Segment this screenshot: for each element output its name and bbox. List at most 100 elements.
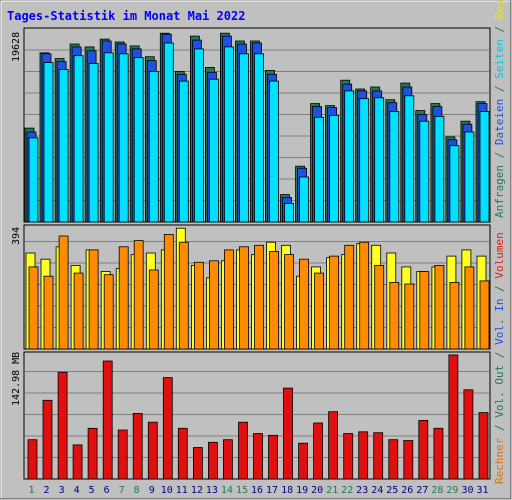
bar-volumen-day-14 bbox=[222, 439, 233, 480]
bar-seiten-day-25 bbox=[389, 111, 400, 223]
bar-volumen-day-30 bbox=[463, 389, 474, 480]
bar-volumen-day-7 bbox=[117, 429, 128, 480]
bar-rechner-day-18 bbox=[284, 254, 294, 350]
day-label-12: 12 bbox=[191, 485, 203, 496]
bar-seiten-day-5 bbox=[88, 63, 99, 223]
day-label-19: 19 bbox=[296, 485, 308, 496]
day-label-25: 25 bbox=[386, 485, 398, 496]
bar-volumen-day-18 bbox=[283, 387, 293, 480]
bar-rechner-day-9 bbox=[148, 269, 159, 350]
bar-seiten-day-21 bbox=[329, 115, 340, 223]
legend-part-2: Dateien bbox=[493, 99, 506, 145]
bar-rechner-day-24 bbox=[374, 264, 385, 350]
bar-rechner-day-8 bbox=[133, 240, 144, 350]
day-label-18: 18 bbox=[281, 485, 293, 496]
bar-rechner-day-20 bbox=[314, 272, 325, 350]
bar-rechner-day-17 bbox=[269, 251, 279, 350]
day-label-28: 28 bbox=[431, 485, 443, 496]
legend-part-4: Seiten bbox=[493, 39, 506, 79]
bar-seiten-day-19 bbox=[299, 176, 310, 223]
bar-rechner-day-13 bbox=[208, 260, 219, 350]
legend-part-5: / bbox=[493, 279, 506, 299]
bar-volumen-day-22 bbox=[343, 433, 354, 480]
day-label-21: 21 bbox=[326, 485, 338, 496]
bar-rechner-day-26 bbox=[404, 283, 415, 350]
bar-rechner-day-30 bbox=[464, 266, 475, 350]
day-label-16: 16 bbox=[251, 485, 263, 496]
legend-part-6: Besuche bbox=[493, 0, 506, 19]
day-label-6: 6 bbox=[104, 485, 110, 496]
bar-seiten-day-23 bbox=[359, 98, 370, 223]
day-label-8: 8 bbox=[134, 485, 140, 496]
bar-volumen-day-27 bbox=[418, 419, 429, 480]
bar-volumen-day-23 bbox=[358, 431, 369, 480]
bar-seiten-day-24 bbox=[374, 97, 385, 223]
legend-part-5: / bbox=[493, 19, 506, 39]
bar-rechner-day-25 bbox=[389, 281, 400, 350]
bars bbox=[24, 32, 490, 480]
day-label-15: 15 bbox=[236, 485, 248, 496]
bottom-panel-max-label: 142.98 MB bbox=[11, 352, 22, 406]
legend-part-3: / bbox=[493, 79, 506, 99]
legend-part-0: Rechner bbox=[493, 437, 506, 484]
bar-rechner-day-14 bbox=[223, 249, 234, 350]
bar-seiten-day-31 bbox=[479, 111, 490, 223]
bar-rechner-day-3 bbox=[58, 235, 69, 350]
bar-rechner-day-1 bbox=[28, 266, 39, 350]
legend-part-1: / bbox=[493, 418, 506, 438]
bar-rechner-day-7 bbox=[118, 246, 129, 350]
bar-seiten-day-18 bbox=[284, 202, 294, 223]
day-label-9: 9 bbox=[149, 485, 155, 496]
bar-seiten-day-3 bbox=[58, 69, 69, 223]
bar-volumen-day-12 bbox=[192, 447, 203, 480]
bar-seiten-day-22 bbox=[344, 90, 355, 223]
bar-rechner-day-23 bbox=[359, 241, 370, 350]
day-label-7: 7 bbox=[119, 485, 125, 496]
bar-volumen-day-9 bbox=[147, 421, 158, 480]
bar-seiten-day-30 bbox=[464, 131, 475, 223]
legend-requests-visits: Anfragen / Dateien / Seiten / Besuche bbox=[493, 0, 506, 218]
bar-rechner-day-5 bbox=[88, 249, 99, 350]
bar-seiten-day-26 bbox=[404, 95, 415, 223]
bar-seiten-day-17 bbox=[269, 80, 279, 223]
bar-volumen-day-11 bbox=[177, 427, 188, 480]
day-label-31: 31 bbox=[476, 485, 488, 496]
day-label-17: 17 bbox=[266, 485, 278, 496]
bar-seiten-day-6 bbox=[103, 52, 114, 223]
bar-seiten-day-15 bbox=[239, 53, 249, 223]
bar-seiten-day-10 bbox=[163, 42, 174, 223]
bar-volumen-day-13 bbox=[207, 441, 218, 480]
legend-part-3: / bbox=[493, 345, 506, 365]
bar-volumen-day-28 bbox=[433, 427, 444, 480]
bar-volumen-day-3 bbox=[57, 371, 68, 480]
bar-volumen-day-21 bbox=[328, 411, 339, 480]
bar-seiten-day-4 bbox=[73, 55, 84, 223]
legend-part-2: Vol. Out bbox=[493, 365, 506, 418]
day-label-30: 30 bbox=[461, 485, 473, 496]
bar-rechner-day-6 bbox=[103, 274, 114, 350]
bar-volumen-day-26 bbox=[403, 440, 414, 480]
bar-rechner-day-4 bbox=[73, 272, 84, 350]
bar-seiten-day-9 bbox=[148, 71, 159, 223]
day-label-20: 20 bbox=[311, 485, 323, 496]
bar-seiten-day-14 bbox=[223, 46, 234, 223]
bar-rechner-day-19 bbox=[299, 258, 310, 350]
bar-seiten-day-7 bbox=[118, 53, 129, 223]
legend-part-4: Vol. In bbox=[493, 299, 506, 345]
bar-rechner-day-16 bbox=[254, 244, 264, 350]
bar-seiten-day-29 bbox=[449, 145, 460, 223]
day-labels: 1 2 3 4 5 6 7 8 9 10 11 12 13 14 15 16 17 18 19 20 21 22 23 24 2… bbox=[28, 485, 488, 496]
day-label-1: 1 bbox=[28, 485, 34, 496]
bar-seiten-day-13 bbox=[208, 78, 219, 223]
bar-seiten-day-1 bbox=[28, 137, 39, 223]
bar-rechner-day-10 bbox=[163, 233, 174, 350]
day-label-29: 29 bbox=[446, 485, 458, 496]
bar-rechner-day-12 bbox=[193, 261, 204, 350]
bar-rechner-day-21 bbox=[329, 255, 340, 350]
day-label-22: 22 bbox=[341, 485, 353, 496]
bar-volumen-day-2 bbox=[42, 399, 53, 480]
bar-seiten-day-12 bbox=[193, 48, 204, 223]
day-label-14: 14 bbox=[221, 485, 233, 496]
bar-volumen-day-5 bbox=[87, 427, 98, 480]
